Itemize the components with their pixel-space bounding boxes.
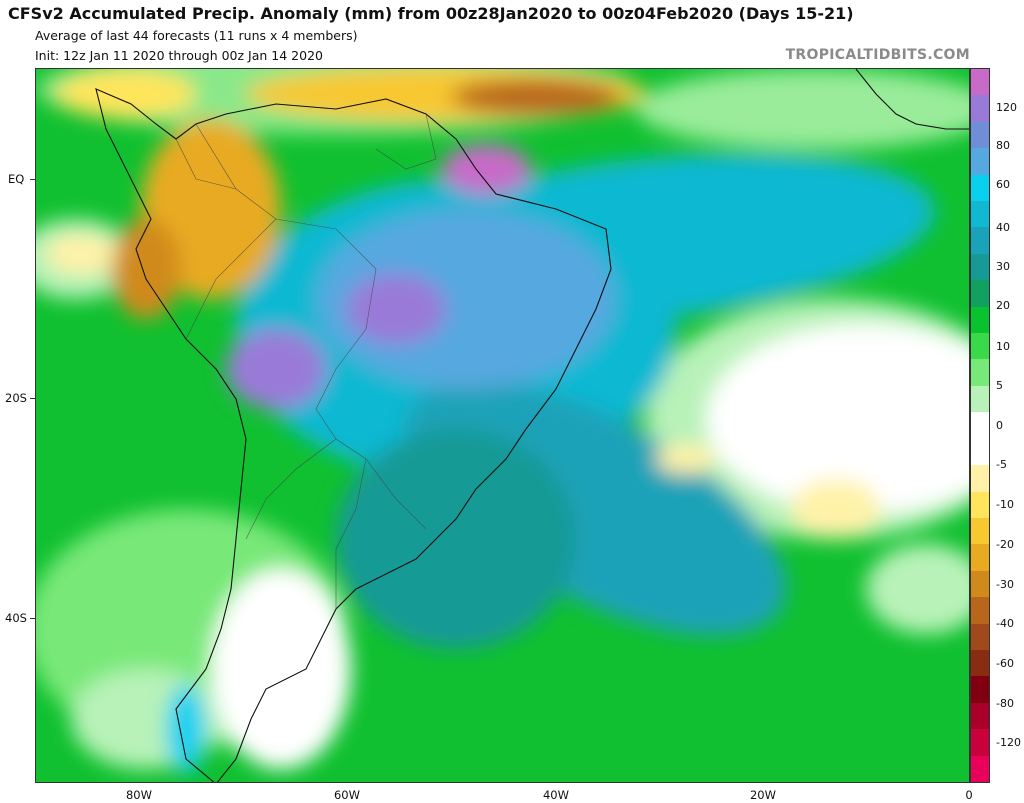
colorbar-segment xyxy=(971,69,989,96)
colorbar-segment xyxy=(971,412,989,440)
colorbar-segment xyxy=(971,544,989,572)
colorbar-segment xyxy=(971,465,989,493)
init-info: Init: 12z Jan 11 2020 through 00z Jan 14… xyxy=(35,48,323,63)
colorbar-segment xyxy=(971,491,989,519)
colorbar-label: -10 xyxy=(996,498,1014,511)
lon-label-60w: 60W xyxy=(333,788,361,802)
colorbar-segment xyxy=(971,306,989,334)
colorbar-segment xyxy=(971,438,989,466)
lat-tick xyxy=(30,398,35,399)
colorbar-segment xyxy=(971,649,989,677)
lat-label-20s: 20S xyxy=(5,391,27,405)
anomaly-wet-north xyxy=(441,144,531,194)
colorbar-segment xyxy=(971,702,989,730)
colorbar-label: 30 xyxy=(996,260,1010,273)
anomaly-dry-atlantic-s xyxy=(791,479,881,539)
anomaly-dry-patagonia xyxy=(211,569,351,769)
anomaly-wet-south xyxy=(336,429,576,649)
colorbar-segment xyxy=(971,148,989,176)
colorbar-segment xyxy=(971,570,989,598)
colorbar-segment xyxy=(971,253,989,281)
anomaly-dry-se xyxy=(866,544,969,634)
colorbar-label: 20 xyxy=(996,299,1010,312)
colorbar-label: 40 xyxy=(996,221,1010,234)
south-america-coastline xyxy=(95,88,612,782)
colorbar-label: -30 xyxy=(996,578,1014,591)
lon-label-0: 0 xyxy=(965,788,973,802)
colorbar-label: 60 xyxy=(996,178,1010,191)
anomaly-wet-amazon xyxy=(316,209,616,389)
colorbar-label: 0 xyxy=(996,419,1003,432)
colorbar-label: 5 xyxy=(996,379,1003,392)
colorbar-segment xyxy=(971,280,989,308)
colorbar-segment xyxy=(971,359,989,387)
colorbar-label: -20 xyxy=(996,538,1014,551)
colorbar-label: -60 xyxy=(996,657,1014,670)
anomaly-wet-core xyxy=(346,274,446,344)
brand-watermark: TROPICALTIDBITS.COM xyxy=(785,47,970,63)
lat-tick xyxy=(30,179,35,180)
chart-title: CFSv2 Accumulated Precip. Anomaly (mm) f… xyxy=(8,4,854,23)
anomaly-dry-pacific xyxy=(46,234,116,274)
colorbar-label: 10 xyxy=(996,340,1010,353)
colorbar-segment xyxy=(971,729,989,757)
lon-label-40w: 40W xyxy=(542,788,570,802)
colorbar-segment xyxy=(971,227,989,255)
colorbar-label: 80 xyxy=(996,139,1010,152)
colorbar-segment xyxy=(971,755,989,783)
anomaly-light-ne xyxy=(636,69,969,149)
lat-tick xyxy=(30,618,35,619)
anomaly-dry-caribbean-core xyxy=(451,79,621,115)
colorbar-label: -120 xyxy=(996,736,1021,749)
colorbar-segment xyxy=(971,385,989,413)
anomaly-wet-andes xyxy=(226,329,326,409)
anomaly-dry-atlantic-w xyxy=(656,444,716,474)
colorbar-segment xyxy=(971,95,989,123)
anomaly-dry-atlantic-core xyxy=(706,324,969,514)
country-borders xyxy=(175,113,437,609)
lon-label-80w: 80W xyxy=(125,788,153,802)
chart-subtitle: Average of last 44 forecasts (11 runs x … xyxy=(35,28,358,43)
colorbar-segment xyxy=(971,174,989,202)
africa-coastline xyxy=(855,69,969,130)
colorbar-label: -80 xyxy=(996,697,1014,710)
colorbar-label: 120 xyxy=(996,101,1017,114)
lat-label-eq: EQ xyxy=(8,172,25,186)
lon-label-20w: 20W xyxy=(749,788,777,802)
anomaly-map xyxy=(35,68,970,783)
colorbar-segment xyxy=(971,623,989,651)
colorbar xyxy=(970,68,990,783)
colorbar-segment xyxy=(971,201,989,228)
lat-label-40s: 40S xyxy=(5,611,27,625)
colorbar-segment xyxy=(971,676,989,704)
colorbar-segment xyxy=(971,333,989,360)
colorbar-label: -40 xyxy=(996,617,1014,630)
anomaly-dry-peru xyxy=(111,219,181,319)
colorbar-segment xyxy=(971,121,989,149)
colorbar-label: -5 xyxy=(996,458,1007,471)
colorbar-segment xyxy=(971,517,989,545)
anomaly-dry-nw xyxy=(56,69,196,119)
anomaly-wet-chile xyxy=(166,684,206,774)
colorbar-segment xyxy=(971,597,989,625)
